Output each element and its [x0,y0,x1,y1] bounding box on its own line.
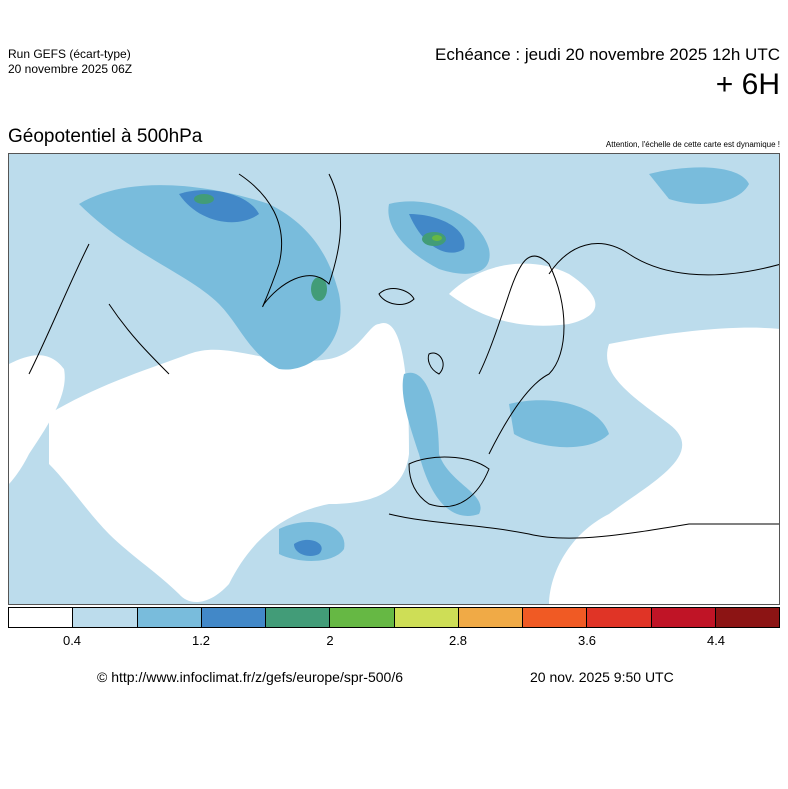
legend-tick: 2 [326,633,334,648]
legend-tick: 0.4 [62,633,82,648]
run-date: 20 novembre 2025 06Z [8,62,133,76]
legend-swatch [266,608,331,627]
spread-area-greenland [79,185,341,370]
coastlines [28,173,779,539]
echeance-label: Echéance : jeudi 20 novembre 2025 12h UT… [435,45,780,64]
legend-swatch [587,608,652,627]
spread-peak-3 [194,194,214,204]
legend-swatch [201,608,266,627]
low-spread-area-east [549,327,779,604]
spread-area-scandinavia [649,167,749,204]
legend-swatch [651,608,716,627]
legend-tick: 2.8 [448,633,468,648]
legend-tick: 3.6 [577,633,597,648]
map-canvas [9,154,779,604]
source-link[interactable]: © http://www.infoclimat.fr/z/gefs/europe… [97,669,404,685]
legend-swatch [458,608,523,627]
legend-tick: 4.4 [706,633,726,648]
spread-area-core-3 [294,539,322,556]
legend-swatch [394,608,459,627]
spread-peak-2 [311,277,327,301]
legend-swatch [523,608,588,627]
legend-tick: 1.2 [191,633,211,648]
spread-map [8,153,780,605]
spread-peak-4 [432,235,442,241]
legend-swatch [330,608,395,627]
legend-swatch [137,608,202,627]
color-scale-legend [8,607,780,628]
low-spread-area-north [449,263,596,326]
generation-timestamp: 20 nov. 2025 9:50 UTC [530,669,674,685]
legend-swatch [73,608,138,627]
low-spread-area-west [9,355,65,484]
run-label: Run GEFS (écart-type) [8,47,131,61]
low-spread-area-atlantic [49,323,409,603]
lead-time: + 6H [715,68,780,101]
spread-area-iberia [402,372,481,516]
spread-area-central-europe [509,400,609,448]
legend-swatch [9,608,74,627]
dynamic-scale-warning: Attention, l'échelle de cette carte est … [605,140,780,149]
legend-swatch [715,608,779,627]
map-title: Géopotentiel à 500hPa [8,126,203,147]
